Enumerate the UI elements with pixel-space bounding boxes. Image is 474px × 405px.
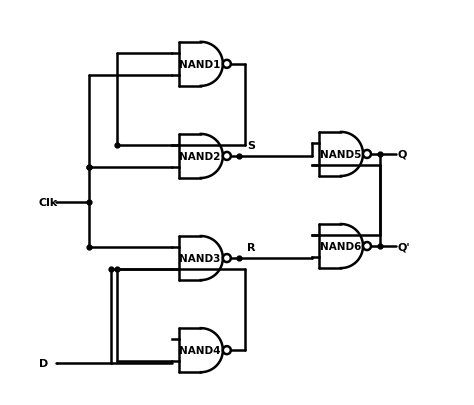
Text: NAND3: NAND3 <box>180 254 221 263</box>
Text: Q': Q' <box>398 241 410 252</box>
Circle shape <box>363 243 371 250</box>
Text: Clk: Clk <box>39 198 58 207</box>
Text: NAND5: NAND5 <box>319 149 361 160</box>
Text: Q: Q <box>398 149 407 160</box>
Text: NAND1: NAND1 <box>180 60 221 70</box>
Circle shape <box>223 61 231 69</box>
Text: R: R <box>247 243 255 252</box>
Text: NAND6: NAND6 <box>319 241 361 252</box>
Circle shape <box>223 254 231 262</box>
Circle shape <box>223 153 231 160</box>
Circle shape <box>363 151 371 159</box>
Circle shape <box>223 346 231 354</box>
Text: S: S <box>247 141 255 151</box>
Text: NAND4: NAND4 <box>180 345 221 355</box>
Text: NAND2: NAND2 <box>180 151 221 162</box>
Text: D: D <box>39 358 48 368</box>
